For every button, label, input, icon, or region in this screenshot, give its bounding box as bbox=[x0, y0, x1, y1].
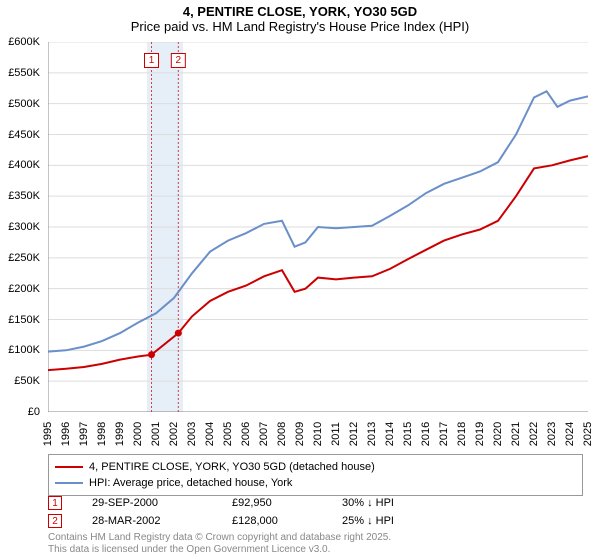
x-tick-label: 2004 bbox=[204, 419, 216, 449]
x-tick-label: 2015 bbox=[402, 419, 414, 449]
y-tick-label: £300K bbox=[8, 221, 40, 233]
x-tick-label: 2009 bbox=[294, 419, 306, 449]
legend-item: HPI: Average price, detached house, York bbox=[55, 475, 576, 491]
svg-text:1: 1 bbox=[149, 55, 155, 66]
x-tick-label: 2017 bbox=[438, 419, 450, 449]
y-tick-label: £500K bbox=[8, 98, 40, 110]
y-axis-labels: £0£50K£100K£150K£200K£250K£300K£350K£400… bbox=[0, 42, 44, 412]
transaction-badge: 1 bbox=[48, 496, 62, 510]
footer-line-1: Contains HM Land Registry data © Crown c… bbox=[48, 532, 391, 544]
legend-item: 4, PENTIRE CLOSE, YORK, YO30 5GD (detach… bbox=[55, 459, 576, 475]
y-tick-label: £350K bbox=[8, 190, 40, 202]
x-tick-label: 1999 bbox=[114, 419, 126, 449]
chart-plot-area: 12 bbox=[48, 42, 588, 412]
x-tick-label: 2002 bbox=[168, 419, 180, 449]
x-tick-label: 1997 bbox=[78, 419, 90, 449]
legend-box: 4, PENTIRE CLOSE, YORK, YO30 5GD (detach… bbox=[48, 454, 583, 496]
svg-text:2: 2 bbox=[176, 55, 182, 66]
transaction-date: 28-MAR-2002 bbox=[92, 515, 232, 527]
x-tick-label: 2007 bbox=[258, 419, 270, 449]
y-tick-label: £0 bbox=[28, 406, 40, 418]
transaction-price: £92,950 bbox=[232, 497, 342, 509]
footer-attribution: Contains HM Land Registry data © Crown c… bbox=[48, 532, 391, 556]
x-tick-label: 2018 bbox=[456, 419, 468, 449]
x-tick-label: 2013 bbox=[366, 419, 378, 449]
x-axis-labels: 1995199619971998199920002001200220032004… bbox=[48, 414, 588, 454]
x-tick-label: 2010 bbox=[312, 419, 324, 449]
x-tick-label: 2000 bbox=[132, 419, 144, 449]
legend-swatch bbox=[55, 466, 83, 468]
x-tick-label: 2020 bbox=[492, 419, 504, 449]
x-tick-label: 2019 bbox=[474, 419, 486, 449]
transaction-date: 29-SEP-2000 bbox=[92, 497, 232, 509]
x-tick-label: 2025 bbox=[582, 419, 594, 449]
legend-swatch bbox=[55, 482, 83, 484]
y-tick-label: £550K bbox=[8, 67, 40, 79]
footer-line-2: This data is licensed under the Open Gov… bbox=[48, 544, 391, 556]
y-tick-label: £450K bbox=[8, 129, 40, 141]
x-tick-label: 2024 bbox=[564, 419, 576, 449]
y-tick-label: £150K bbox=[8, 314, 40, 326]
x-tick-label: 2014 bbox=[384, 419, 396, 449]
transaction-price: £128,000 bbox=[232, 515, 342, 527]
x-tick-label: 2021 bbox=[510, 419, 522, 449]
transaction-delta: 25% ↓ HPI bbox=[342, 515, 462, 527]
x-tick-label: 2008 bbox=[276, 419, 288, 449]
title-line-2: Price paid vs. HM Land Registry's House … bbox=[0, 19, 600, 34]
transaction-delta: 30% ↓ HPI bbox=[342, 497, 462, 509]
transaction-row: 2 28-MAR-2002£128,00025% ↓ HPI bbox=[48, 512, 583, 530]
x-tick-label: 1998 bbox=[96, 419, 108, 449]
title-line-1: 4, PENTIRE CLOSE, YORK, YO30 5GD bbox=[0, 4, 600, 19]
y-tick-label: £200K bbox=[8, 283, 40, 295]
x-tick-label: 1995 bbox=[42, 419, 54, 449]
x-tick-label: 2006 bbox=[240, 419, 252, 449]
legend-label: 4, PENTIRE CLOSE, YORK, YO30 5GD (detach… bbox=[89, 461, 375, 473]
x-tick-label: 2003 bbox=[186, 419, 198, 449]
x-tick-label: 2011 bbox=[330, 419, 342, 449]
y-tick-label: £250K bbox=[8, 252, 40, 264]
x-tick-label: 2012 bbox=[348, 419, 360, 449]
y-tick-label: £50K bbox=[14, 375, 40, 387]
transaction-badge: 2 bbox=[48, 514, 62, 528]
y-tick-label: £600K bbox=[8, 36, 40, 48]
legend-label: HPI: Average price, detached house, York bbox=[89, 477, 292, 489]
x-tick-label: 2022 bbox=[528, 419, 540, 449]
x-tick-label: 2016 bbox=[420, 419, 432, 449]
x-tick-label: 2001 bbox=[150, 419, 162, 449]
transaction-row: 1 29-SEP-2000£92,95030% ↓ HPI bbox=[48, 494, 583, 512]
transaction-table: 1 29-SEP-2000£92,95030% ↓ HPI 2 28-MAR-2002… bbox=[48, 494, 583, 530]
y-tick-label: £400K bbox=[8, 159, 40, 171]
x-tick-label: 1996 bbox=[60, 419, 72, 449]
x-tick-label: 2005 bbox=[222, 419, 234, 449]
x-tick-label: 2023 bbox=[546, 419, 558, 449]
y-tick-label: £100K bbox=[8, 344, 40, 356]
chart-svg: 12 bbox=[48, 42, 588, 412]
chart-title-block: 4, PENTIRE CLOSE, YORK, YO30 5GD Price p… bbox=[0, 0, 600, 36]
